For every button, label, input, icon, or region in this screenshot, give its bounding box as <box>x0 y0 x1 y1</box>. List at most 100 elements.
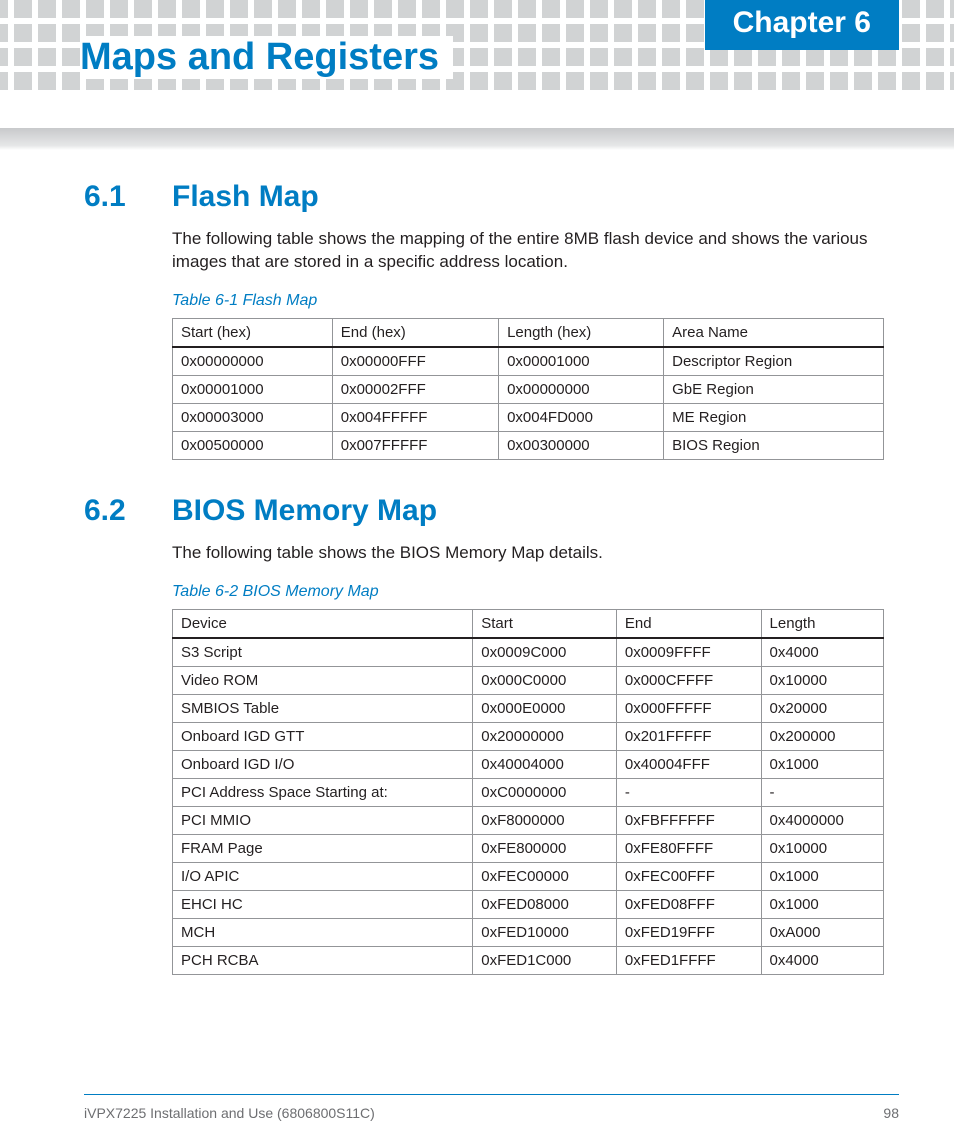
flash-map-table: Start (hex)End (hex)Length (hex)Area Nam… <box>172 318 884 460</box>
table-header-cell: Device <box>173 609 473 638</box>
table-cell: 0x00300000 <box>499 431 664 459</box>
table-cell: S3 Script <box>173 638 473 667</box>
table-cell: 0xFEC00FFF <box>616 862 761 890</box>
table-cell: 0x007FFFFF <box>332 431 498 459</box>
table-cell: PCH RCBA <box>173 946 473 974</box>
table-cell: 0x00000000 <box>499 375 664 403</box>
table-cell: I/O APIC <box>173 862 473 890</box>
table-cell: 0x00000000 <box>173 347 333 376</box>
table-cell: 0x40004FFF <box>616 750 761 778</box>
table-cell: 0xC0000000 <box>473 778 617 806</box>
page-footer: iVPX7225 Installation and Use (6806800S1… <box>84 1105 899 1121</box>
table-header-cell: Length <box>761 609 883 638</box>
table-cell: - <box>761 778 883 806</box>
table-cell: 0x201FFFFF <box>616 722 761 750</box>
table-cell: 0x00500000 <box>173 431 333 459</box>
header-gradient-bar <box>0 128 954 150</box>
table-cell: 0x4000000 <box>761 806 883 834</box>
table-cell: 0x1000 <box>761 862 883 890</box>
table-cell: 0x000C0000 <box>473 666 617 694</box>
table-cell: GbE Region <box>664 375 884 403</box>
table-cell: 0x4000 <box>761 638 883 667</box>
table-row: MCH0xFED100000xFED19FFF0xA000 <box>173 918 884 946</box>
table-cell: 0x0009C000 <box>473 638 617 667</box>
footer-rule <box>84 1094 899 1095</box>
section-heading-row: 6.1 Flash Map <box>84 180 884 214</box>
table-cell: 0x004FD000 <box>499 403 664 431</box>
table-row: S3 Script0x0009C0000x0009FFFF0x4000 <box>173 638 884 667</box>
table-header-cell: End <box>616 609 761 638</box>
table-header-cell: Length (hex) <box>499 318 664 347</box>
table-row: EHCI HC0xFED080000xFED08FFF0x1000 <box>173 890 884 918</box>
chapter-label: Chapter 6 <box>705 0 899 50</box>
table-cell: Descriptor Region <box>664 347 884 376</box>
page-title: Maps and Registers <box>80 36 453 79</box>
section-number: 6.1 <box>84 180 172 214</box>
section-heading-row: 6.2 BIOS Memory Map <box>84 494 884 528</box>
table-cell: 0xFE800000 <box>473 834 617 862</box>
table-cell: 0x4000 <box>761 946 883 974</box>
table-cell: 0xFED08FFF <box>616 890 761 918</box>
table-cell: 0x000FFFFF <box>616 694 761 722</box>
table-row: PCH RCBA0xFED1C0000xFED1FFFF0x4000 <box>173 946 884 974</box>
table-cell: 0x00001000 <box>499 347 664 376</box>
table-cell: Video ROM <box>173 666 473 694</box>
table-cell: 0x000E0000 <box>473 694 617 722</box>
bios-memory-map-table: DeviceStartEndLengthS3 Script0x0009C0000… <box>172 609 884 975</box>
table-cell: 0x00003000 <box>173 403 333 431</box>
table-cell: 0x00002FFF <box>332 375 498 403</box>
table-cell: Onboard IGD I/O <box>173 750 473 778</box>
table-cell: 0xF8000000 <box>473 806 617 834</box>
table-cell: 0x20000000 <box>473 722 617 750</box>
table-row: 0x000010000x00002FFF0x00000000GbE Region <box>173 375 884 403</box>
footer-page-number: 98 <box>883 1105 899 1121</box>
table-cell: 0x10000 <box>761 666 883 694</box>
table-row: PCI MMIO0xF80000000xFBFFFFFF0x4000000 <box>173 806 884 834</box>
table-cell: - <box>616 778 761 806</box>
table-cell: MCH <box>173 918 473 946</box>
table-caption: Table 6-1 Flash Map <box>172 292 884 310</box>
table-cell: 0x40004000 <box>473 750 617 778</box>
table-cell: 0x1000 <box>761 890 883 918</box>
table-cell: 0xFE80FFFF <box>616 834 761 862</box>
table-cell: 0xA000 <box>761 918 883 946</box>
table-cell: 0x00000FFF <box>332 347 498 376</box>
table-header-cell: Area Name <box>664 318 884 347</box>
table-cell: 0xFEC00000 <box>473 862 617 890</box>
section-title: BIOS Memory Map <box>172 494 437 528</box>
table-row: SMBIOS Table0x000E00000x000FFFFF0x20000 <box>173 694 884 722</box>
section-paragraph: The following table shows the BIOS Memor… <box>172 542 884 565</box>
table-cell: 0xFED08000 <box>473 890 617 918</box>
table-cell: 0x200000 <box>761 722 883 750</box>
table-cell: 0xFBFFFFFF <box>616 806 761 834</box>
section-number: 6.2 <box>84 494 172 528</box>
table-row: FRAM Page0xFE8000000xFE80FFFF0x10000 <box>173 834 884 862</box>
table-row: Onboard IGD I/O0x400040000x40004FFF0x100… <box>173 750 884 778</box>
table-row: Onboard IGD GTT0x200000000x201FFFFF0x200… <box>173 722 884 750</box>
table-cell: FRAM Page <box>173 834 473 862</box>
table-caption: Table 6-2 BIOS Memory Map <box>172 583 884 601</box>
table-cell: EHCI HC <box>173 890 473 918</box>
table-cell: 0x10000 <box>761 834 883 862</box>
table-cell: PCI Address Space Starting at: <box>173 778 473 806</box>
section-title: Flash Map <box>172 180 319 214</box>
table-row: Video ROM0x000C00000x000CFFFF0x10000 <box>173 666 884 694</box>
table-row: 0x000000000x00000FFF0x00001000Descriptor… <box>173 347 884 376</box>
table-cell: 0x0009FFFF <box>616 638 761 667</box>
footer-doc-ref: iVPX7225 Installation and Use (6806800S1… <box>84 1105 375 1121</box>
content-area: 6.1 Flash Map The following table shows … <box>84 180 884 1009</box>
table-cell: ME Region <box>664 403 884 431</box>
table-cell: 0x004FFFFF <box>332 403 498 431</box>
table-cell: 0x00001000 <box>173 375 333 403</box>
table-cell: 0x000CFFFF <box>616 666 761 694</box>
table-row: 0x005000000x007FFFFF0x00300000BIOS Regio… <box>173 431 884 459</box>
table-header-cell: Start <box>473 609 617 638</box>
section-paragraph: The following table shows the mapping of… <box>172 228 884 274</box>
table-cell: PCI MMIO <box>173 806 473 834</box>
table-cell: 0x20000 <box>761 694 883 722</box>
table-cell: SMBIOS Table <box>173 694 473 722</box>
table-cell: BIOS Region <box>664 431 884 459</box>
table-cell: Onboard IGD GTT <box>173 722 473 750</box>
table-cell: 0x1000 <box>761 750 883 778</box>
table-header-cell: End (hex) <box>332 318 498 347</box>
